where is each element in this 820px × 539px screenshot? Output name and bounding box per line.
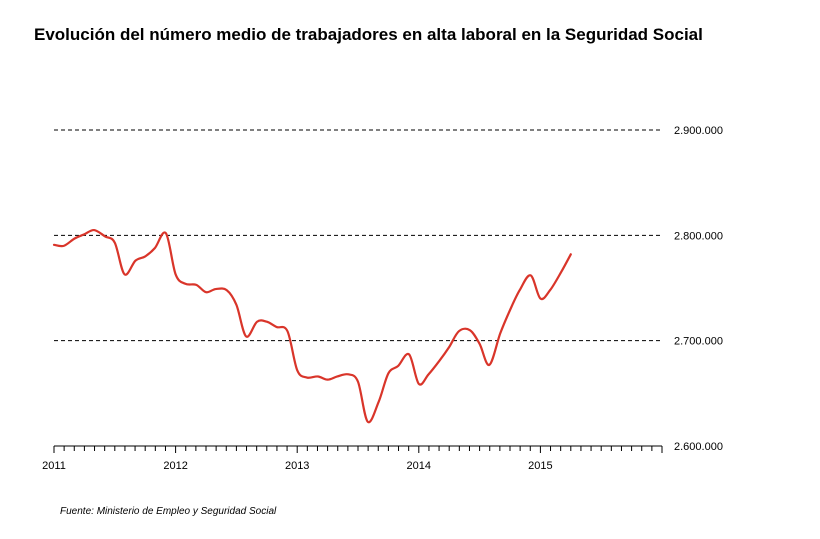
source-note: Fuente: Ministerio de Empleo y Seguridad…: [60, 506, 277, 517]
x-axis: 2011 2012 2013 2014 2015: [42, 445, 663, 472]
y-tick-label: 2.900.000: [674, 125, 723, 137]
series-group: [52, 228, 572, 424]
x-tick-label: 2011: [42, 460, 66, 472]
chart-title: Evolución del número medio de trabajador…: [34, 25, 703, 44]
gridlines: [54, 129, 662, 342]
x-tick-label: 2012: [163, 460, 187, 472]
y-axis: 2.600.000 2.700.000 2.800.000 2.900.000: [674, 125, 723, 453]
y-tick-label: 2.600.000: [674, 441, 723, 453]
series-line: [52, 228, 572, 424]
x-tick-label: 2013: [285, 460, 309, 472]
x-tick-label: 2014: [407, 460, 431, 472]
x-tick-label: 2015: [528, 460, 552, 472]
y-tick-label: 2.800.000: [674, 230, 723, 242]
y-tick-label: 2.700.000: [674, 336, 723, 348]
